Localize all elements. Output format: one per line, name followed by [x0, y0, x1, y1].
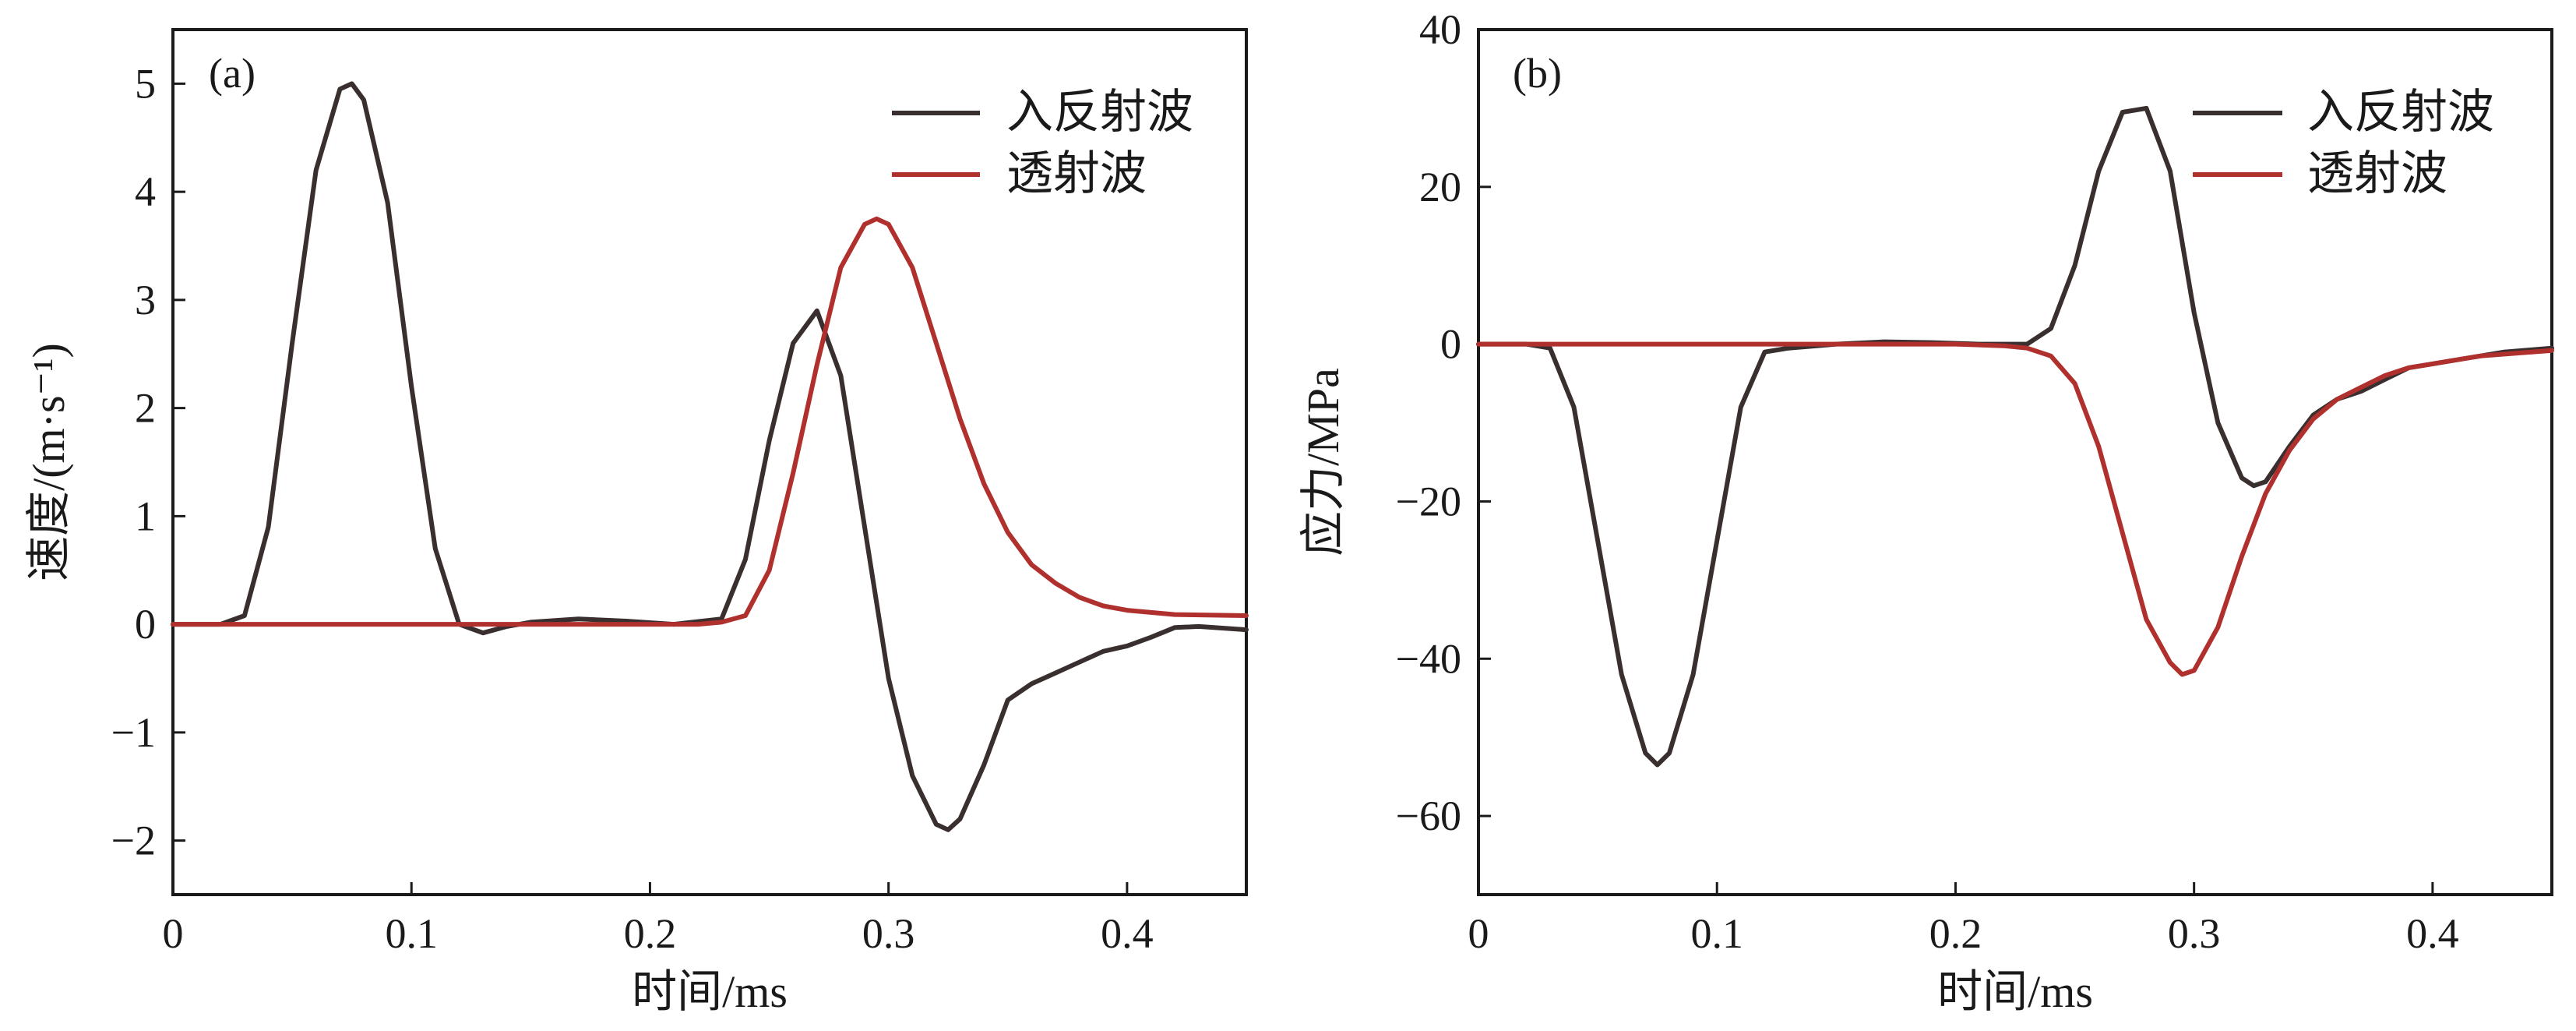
- panel-b-label: (b): [1513, 50, 1562, 97]
- panel-b-ytick-label: −60: [1396, 793, 1461, 839]
- panel-a-ytick-label: 2: [135, 385, 156, 432]
- panel-a: 0 0.1 0.2 0.3 0.4 −2 −1 0 1 2 3 4 5 (a) 入反射波 透射波 时间/…: [23, 28, 1249, 1017]
- panel-b-xtick-label: 0.3: [2168, 910, 2221, 957]
- panel-a-series-line-transmitted: [171, 216, 1249, 627]
- panel-a-legend: 入反射波 透射波: [892, 87, 1193, 199]
- panel-b: 0 0.1 0.2 0.3 0.4 −60 −40 −20 0 20 40 (b) 入反射波 透射波…: [1298, 6, 2554, 1017]
- panel-b-legend: 入反射波 透射波: [2193, 87, 2494, 199]
- panel-a-frame: [171, 28, 1248, 896]
- panel-a-ytick-label: 4: [135, 168, 156, 215]
- panel-b-ticks: 0 0.1 0.2 0.3 0.4 −60 −40 −20 0 20 40: [1396, 6, 2459, 957]
- panel-a-ytick-label: 1: [135, 493, 156, 539]
- panel-b-xtick-label: 0.4: [2406, 910, 2459, 957]
- panel-b-frame: [1477, 28, 2553, 896]
- panel-a-xtick-label: 0.2: [624, 910, 677, 957]
- panel-a-ytick-label: −1: [111, 709, 156, 756]
- panel-a-ytick-label: 0: [135, 601, 156, 648]
- panel-a-legend-transmitted: 透射波: [1006, 148, 1147, 199]
- panel-a-xtick-label: 0.4: [1101, 910, 1154, 957]
- panel-a-ytick-label: −2: [111, 817, 156, 864]
- panel-a-legend-incident: 入反射波: [1006, 87, 1193, 138]
- panel-a-xlabel: 时间/ms: [632, 966, 788, 1017]
- panel-a-ytick-label: 3: [135, 277, 156, 323]
- panel-a-xtick-label: 0.1: [385, 910, 438, 957]
- panel-a-series-line-incident-reflected: [171, 81, 1249, 832]
- panel-b-ytick-label: −40: [1396, 635, 1461, 682]
- panel-a-ticks: 0 0.1 0.2 0.3 0.4 −2 −1 0 1 2 3 4 5: [111, 60, 1154, 957]
- panel-b-xtick-label: 0.2: [1929, 910, 1982, 957]
- panel-a-series: [171, 81, 1249, 832]
- panel-b-series-line-incident-reflected: [1476, 105, 2554, 768]
- panel-b-ytick-label: 0: [1440, 321, 1461, 368]
- panel-b-legend-incident: 入反射波: [2307, 87, 2494, 138]
- panel-a-xtick-label: 0.3: [862, 910, 915, 957]
- panel-b-legend-transmitted: 透射波: [2307, 148, 2447, 199]
- panel-a-ytick-label: 5: [135, 60, 156, 107]
- panel-b-xtick-label: 0: [1468, 910, 1489, 957]
- panel-b-ytick-label: 40: [1419, 6, 1461, 53]
- panel-a-ylabel: 速度/(m·s⁻¹): [23, 343, 74, 581]
- panel-a-label: (a): [209, 50, 255, 97]
- panel-b-ytick-label: −20: [1396, 478, 1461, 524]
- panel-b-series-line-transmitted: [1476, 341, 2554, 677]
- panel-b-ytick-label: 20: [1419, 164, 1461, 210]
- panel-b-series: [1476, 105, 2554, 768]
- panel-b-xlabel: 时间/ms: [1937, 966, 2093, 1017]
- panel-a-xtick-label: 0: [163, 910, 184, 957]
- panel-b-ylabel: 应力/MPa: [1298, 368, 1348, 556]
- panel-b-xtick-label: 0.1: [1690, 910, 1743, 957]
